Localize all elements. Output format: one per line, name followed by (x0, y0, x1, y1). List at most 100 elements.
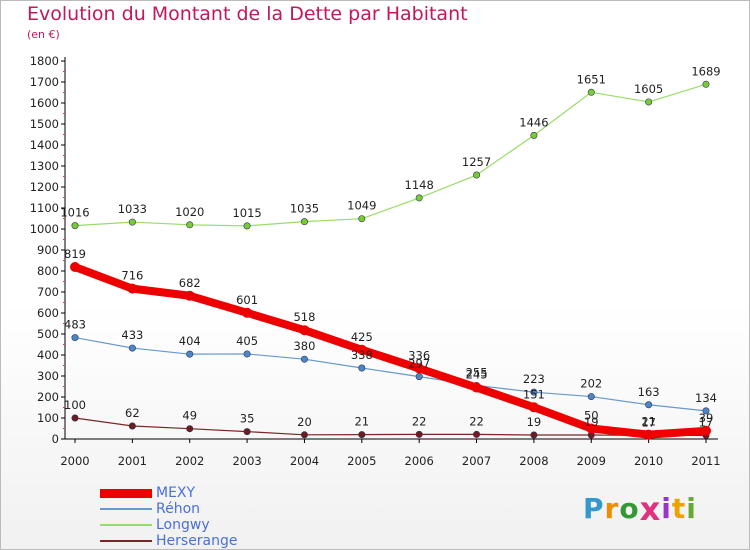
legend-label-rehon: Réhon (156, 501, 201, 517)
y-tick-label: 1500 (30, 117, 59, 131)
y-tick-label: 100 (37, 411, 59, 425)
data-label-longwy: 1020 (175, 205, 204, 219)
data-point-mexy (299, 325, 310, 336)
data-point-rehon (186, 350, 194, 358)
data-label-rehon: 134 (695, 391, 717, 405)
x-tick-label: 2005 (347, 454, 376, 468)
data-point-mexy (528, 402, 539, 413)
data-label-rehon: 163 (638, 385, 660, 399)
series-line-rehon (74, 336, 707, 412)
data-label-longwy: 1605 (634, 82, 663, 96)
data-label-herserange: 20 (297, 415, 312, 429)
data-point-rehon (358, 364, 366, 372)
data-point-longwy (358, 215, 366, 223)
x-tick-label: 2010 (634, 454, 663, 468)
x-tick-label: 2001 (118, 454, 147, 468)
data-point-longwy (128, 218, 136, 226)
chart-subtitle: (en €) (27, 28, 60, 41)
y-tick-label: 1200 (30, 180, 59, 194)
data-point-rehon (702, 407, 710, 415)
legend-swatch-mexy (100, 488, 152, 498)
data-point-mexy (586, 423, 597, 434)
data-point-longwy (473, 171, 481, 179)
y-tick-label: 700 (37, 285, 59, 299)
data-label-longwy: 1049 (347, 199, 376, 213)
y-tick-label: 400 (37, 348, 59, 362)
proxiti-logo: Proxiti (583, 488, 697, 528)
data-label-rehon: 202 (580, 377, 602, 391)
legend-swatch-longwy (100, 524, 152, 526)
data-label-mexy: 682 (179, 276, 201, 290)
data-label-mexy: 50 (584, 409, 599, 423)
y-tick-label: 600 (37, 306, 59, 320)
legend-item-longwy: Longwy (100, 517, 238, 533)
logo-letter: P (583, 492, 605, 525)
legend-item-rehon: Réhon (100, 501, 238, 517)
data-point-herserange (71, 414, 79, 422)
legend-item-herserange: Herserange (100, 533, 238, 549)
logo-letter: o (619, 492, 640, 525)
series-line-mexy (71, 263, 710, 439)
x-tick-label: 2003 (232, 454, 261, 468)
legend-label-mexy: MEXY (156, 485, 196, 501)
data-point-mexy (701, 425, 711, 436)
data-point-longwy (702, 80, 710, 88)
data-label-herserange: 21 (354, 415, 369, 429)
legend-swatch-herserange (100, 540, 152, 542)
data-point-rehon (530, 388, 538, 396)
data-point-mexy (127, 283, 138, 294)
data-label-mexy: 425 (351, 330, 373, 344)
logo-letter: t (671, 492, 687, 525)
data-point-herserange (415, 430, 423, 438)
data-label-rehon: 255 (466, 365, 488, 379)
data-label-longwy: 1651 (577, 72, 606, 86)
data-label-rehon: 405 (236, 334, 258, 348)
data-label-longwy: 1033 (118, 202, 147, 216)
data-point-herserange (300, 431, 308, 439)
data-point-rehon (243, 350, 251, 358)
y-tick-label: 1800 (30, 54, 59, 68)
legend-item-mexy: MEXY (100, 485, 238, 501)
data-point-longwy (186, 221, 194, 229)
data-label-herserange: 17 (699, 415, 714, 429)
data-label-herserange: 35 (240, 412, 255, 426)
data-label-rehon: 433 (121, 328, 143, 342)
data-label-longwy: 1016 (60, 206, 89, 220)
data-label-longwy: 1257 (462, 155, 491, 169)
y-tick-label: 1700 (30, 75, 59, 89)
data-point-longwy (71, 222, 79, 230)
y-tick-label: 1100 (30, 201, 59, 215)
data-point-mexy (471, 382, 482, 393)
data-point-longwy (587, 88, 595, 96)
y-tick-label: 500 (37, 327, 59, 341)
logo-letter: x (639, 490, 662, 528)
data-point-rehon (300, 355, 308, 363)
x-tick-label: 2002 (175, 454, 204, 468)
data-point-rehon (587, 393, 595, 401)
data-label-mexy: 151 (523, 387, 545, 401)
data-label-herserange: 22 (469, 414, 484, 428)
data-point-mexy (242, 307, 253, 318)
data-label-herserange: 22 (412, 414, 427, 428)
y-tick-label: 1600 (30, 96, 59, 110)
data-label-rehon: 483 (64, 318, 86, 332)
data-point-longwy (243, 222, 251, 230)
data-label-longwy: 1035 (290, 202, 319, 216)
data-label-longwy: 1148 (405, 178, 434, 192)
data-point-longwy (530, 131, 538, 139)
data-label-herserange: 49 (182, 409, 197, 423)
y-tick-label: 900 (37, 243, 59, 257)
y-tick-label: 0 (52, 432, 59, 446)
data-label-rehon: 223 (523, 372, 545, 386)
y-tick-label: 1400 (30, 138, 59, 152)
x-tick-label: 2009 (577, 454, 606, 468)
data-point-rehon (645, 401, 653, 409)
data-label-mexy: 518 (293, 310, 315, 324)
chart-title: Evolution du Montant de la Dette par Hab… (27, 3, 468, 25)
data-label-longwy: 1015 (232, 206, 261, 220)
data-label-herserange: 62 (125, 406, 140, 420)
data-point-herserange (243, 428, 251, 436)
data-point-herserange (473, 430, 481, 438)
